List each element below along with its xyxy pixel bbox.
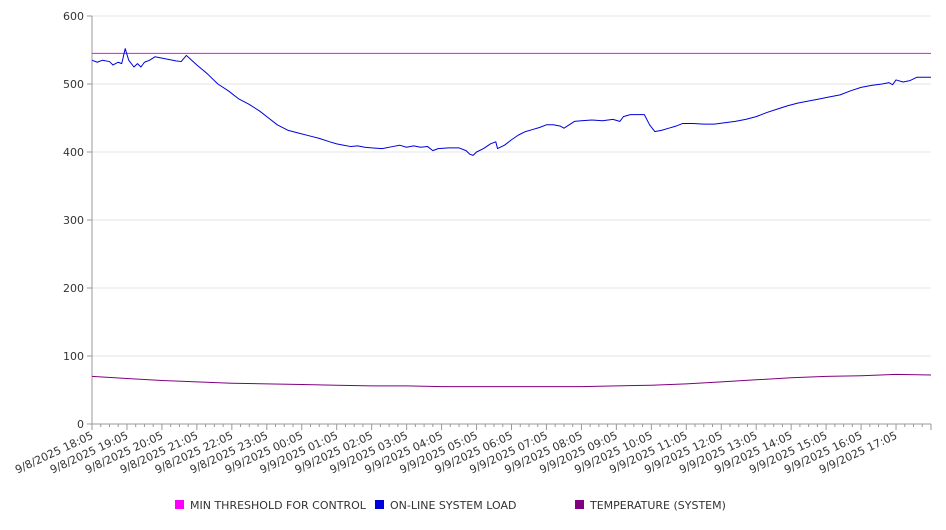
series-line-temperature-system — [91, 373, 932, 388]
series-lines — [91, 48, 932, 388]
y-tick-label: 500 — [63, 78, 84, 91]
legend-label: ON-LINE SYSTEM LOAD — [390, 499, 516, 512]
legend-item: TEMPERATURE (SYSTEM) — [575, 499, 726, 512]
legend-label: MIN THRESHOLD FOR CONTROL — [190, 499, 367, 512]
y-tick-label: 0 — [77, 418, 84, 431]
legend-swatch — [575, 500, 584, 509]
legend-label: TEMPERATURE (SYSTEM) — [589, 499, 726, 512]
legend-swatch — [375, 500, 384, 509]
y-tick-label: 200 — [63, 282, 84, 295]
y-tick-label: 100 — [63, 350, 84, 363]
series-line-on-line-system-load — [91, 48, 931, 156]
y-tick-labels: 0 100 200 300 400 500 600 — [63, 10, 84, 431]
y-tick-label: 300 — [63, 214, 84, 227]
axes — [87, 15, 932, 430]
legend-item: ON-LINE SYSTEM LOAD — [375, 499, 516, 512]
legend-item: MIN THRESHOLD FOR CONTROL — [175, 499, 367, 512]
y-tick-label: 400 — [63, 146, 84, 159]
gridlines — [92, 15, 931, 357]
legend: MIN THRESHOLD FOR CONTROL ON-LINE SYSTEM … — [175, 499, 726, 512]
legend-swatch — [175, 500, 184, 509]
x-tick-labels: 9/8/2025 18:059/8/2025 19:059/8/2025 20:… — [13, 429, 899, 477]
y-tick-label: 600 — [63, 10, 84, 23]
